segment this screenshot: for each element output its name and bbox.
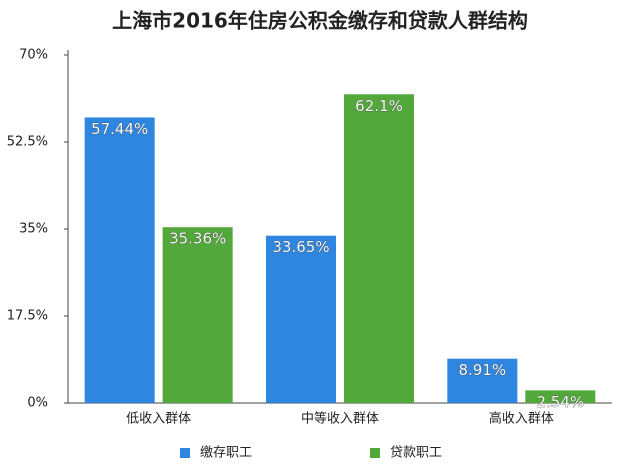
x-tick-label: 中等收入群体 [301, 411, 379, 427]
bar [344, 94, 414, 403]
x-tick-label: 低收入群体 [126, 412, 191, 427]
value-label: 35.36% [169, 230, 226, 248]
value-label: 62.1% [355, 97, 403, 115]
value-label: 33.65% [272, 238, 329, 256]
y-tick-label: 70% [19, 48, 48, 63]
value-label: 2.54% [537, 393, 585, 411]
bar [266, 235, 336, 403]
chart-title: 上海市2016年住房公积金缴存和贷款人群结构 [112, 9, 528, 33]
legend-swatch [370, 448, 380, 458]
bar [447, 358, 518, 403]
y-tick-label: 17.5% [7, 309, 48, 324]
bar [525, 390, 596, 403]
bar [162, 227, 233, 403]
x-tick-label: 高收入群体 [489, 411, 554, 427]
legend-label: 贷款职工 [390, 446, 442, 461]
legend-label: 缴存职工 [200, 446, 252, 461]
bar [84, 117, 155, 404]
y-tick-label: 0% [27, 396, 48, 411]
value-label: 8.91% [459, 361, 507, 379]
value-label: 57.44% [91, 120, 148, 138]
legend-swatch [180, 448, 190, 458]
y-tick-label: 52.5% [7, 135, 48, 150]
y-tick-label: 35% [19, 222, 48, 237]
